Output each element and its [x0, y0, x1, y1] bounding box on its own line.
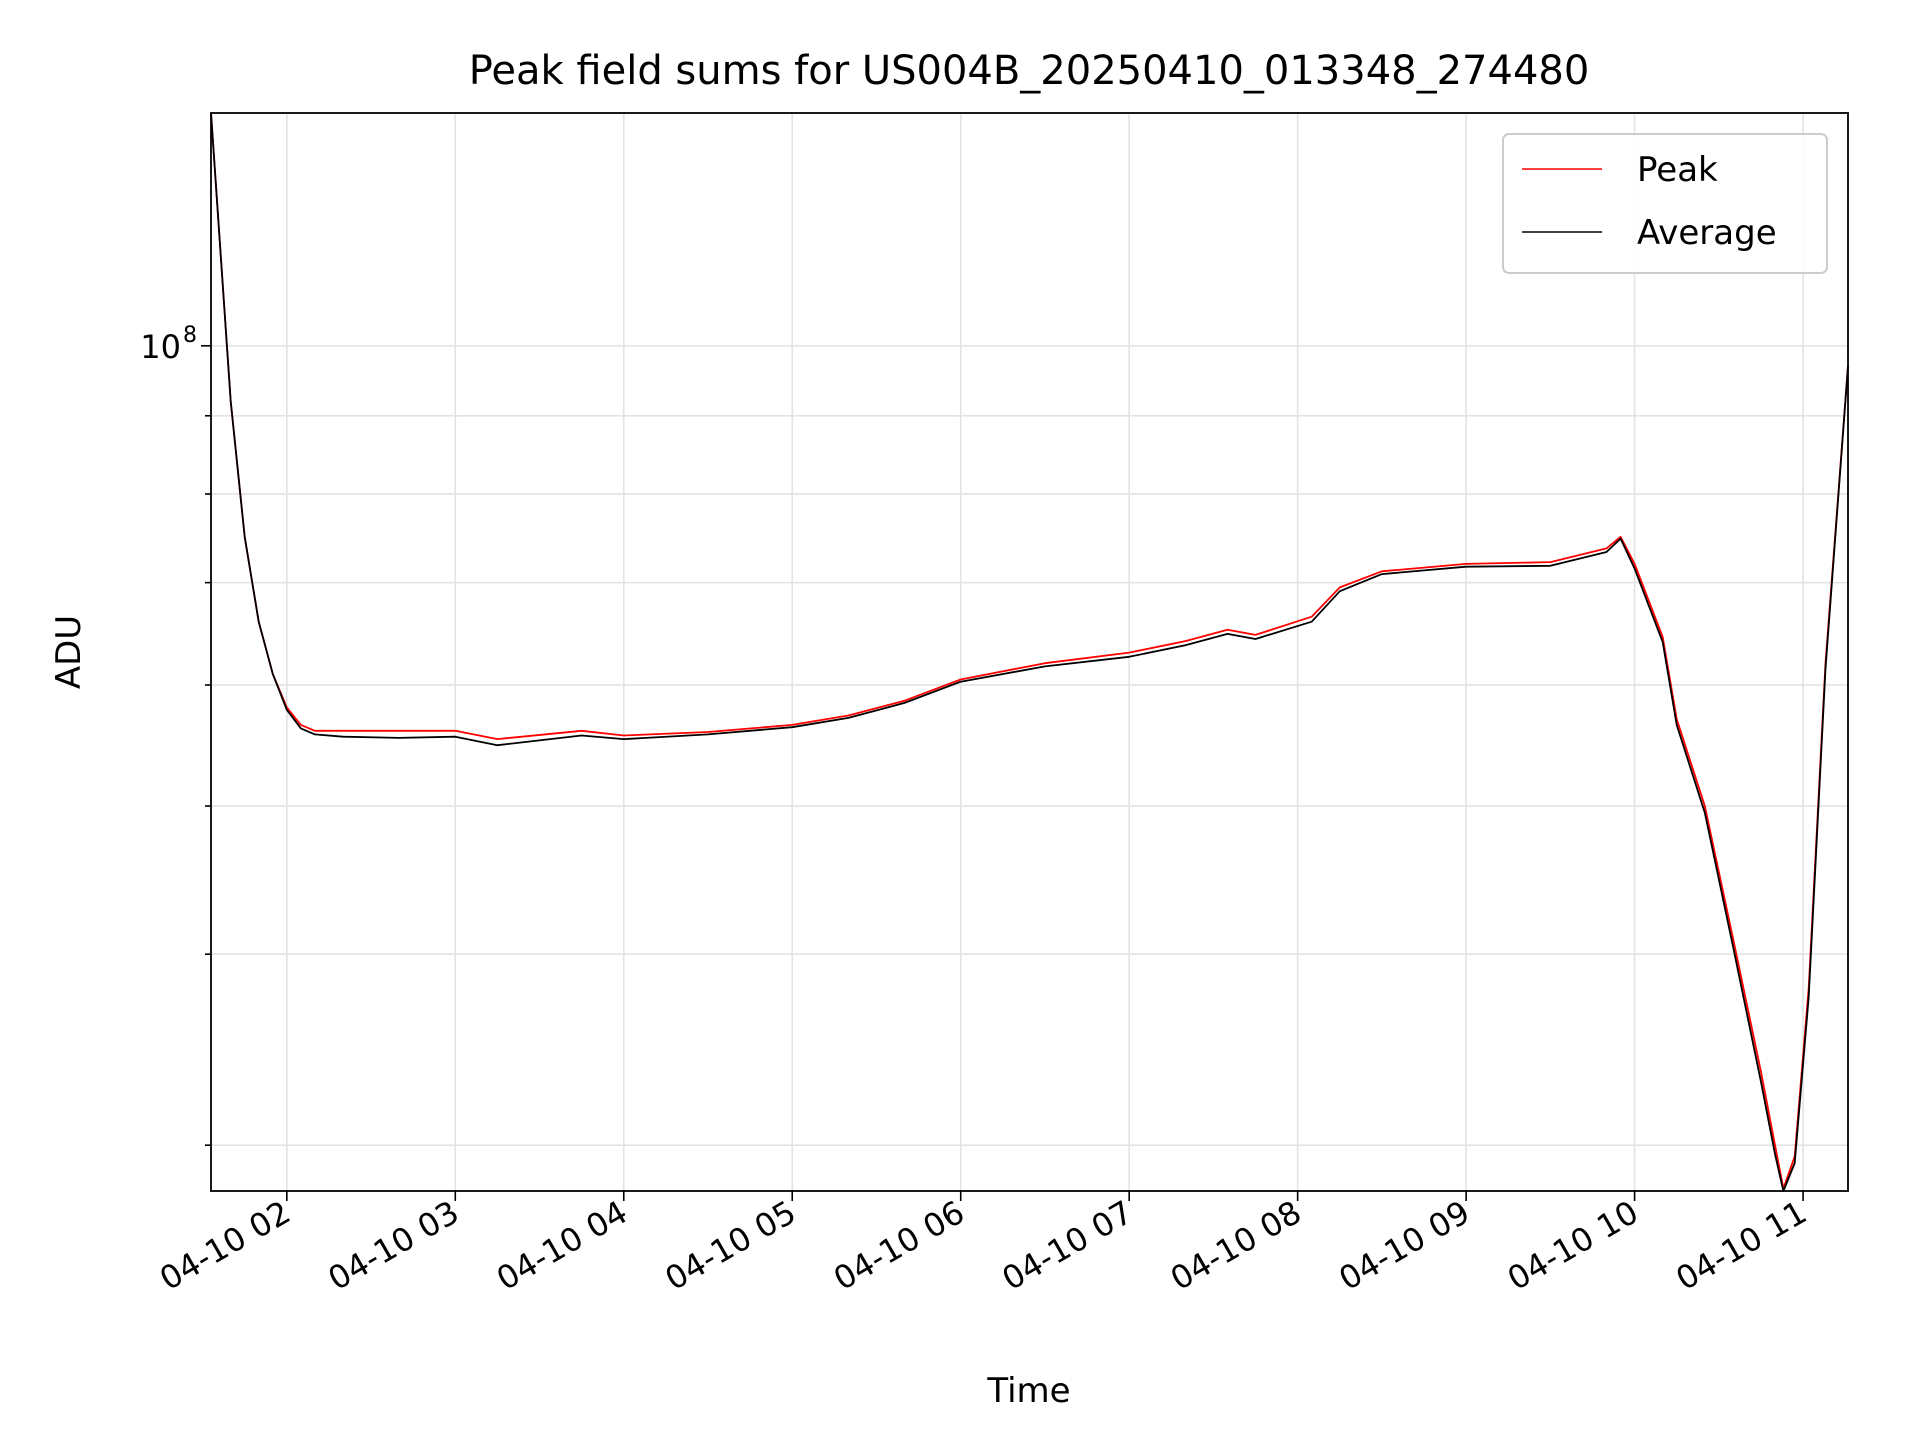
grid: [211, 113, 1848, 1191]
y-tick-label-exponent: 8: [183, 323, 197, 348]
series-line-average: [210, 112, 1849, 1192]
x-axis-label: Time: [986, 1371, 1070, 1411]
y-axis-label: ADU: [49, 615, 89, 689]
plot-lines: [210, 112, 1849, 1192]
plot-frame: [210, 112, 1849, 1192]
y-axis-ticks: 10 8: [140, 323, 211, 1146]
chart-title: Peak field sums for US004B_20250410_0133…: [469, 48, 1590, 94]
legend-label-average: Average: [1637, 213, 1777, 253]
series-line-peak: [210, 112, 1849, 1190]
y-tick-label: 10: [140, 328, 181, 366]
legend-label-peak: Peak: [1637, 150, 1718, 190]
legend: Peak Average: [1502, 133, 1828, 274]
